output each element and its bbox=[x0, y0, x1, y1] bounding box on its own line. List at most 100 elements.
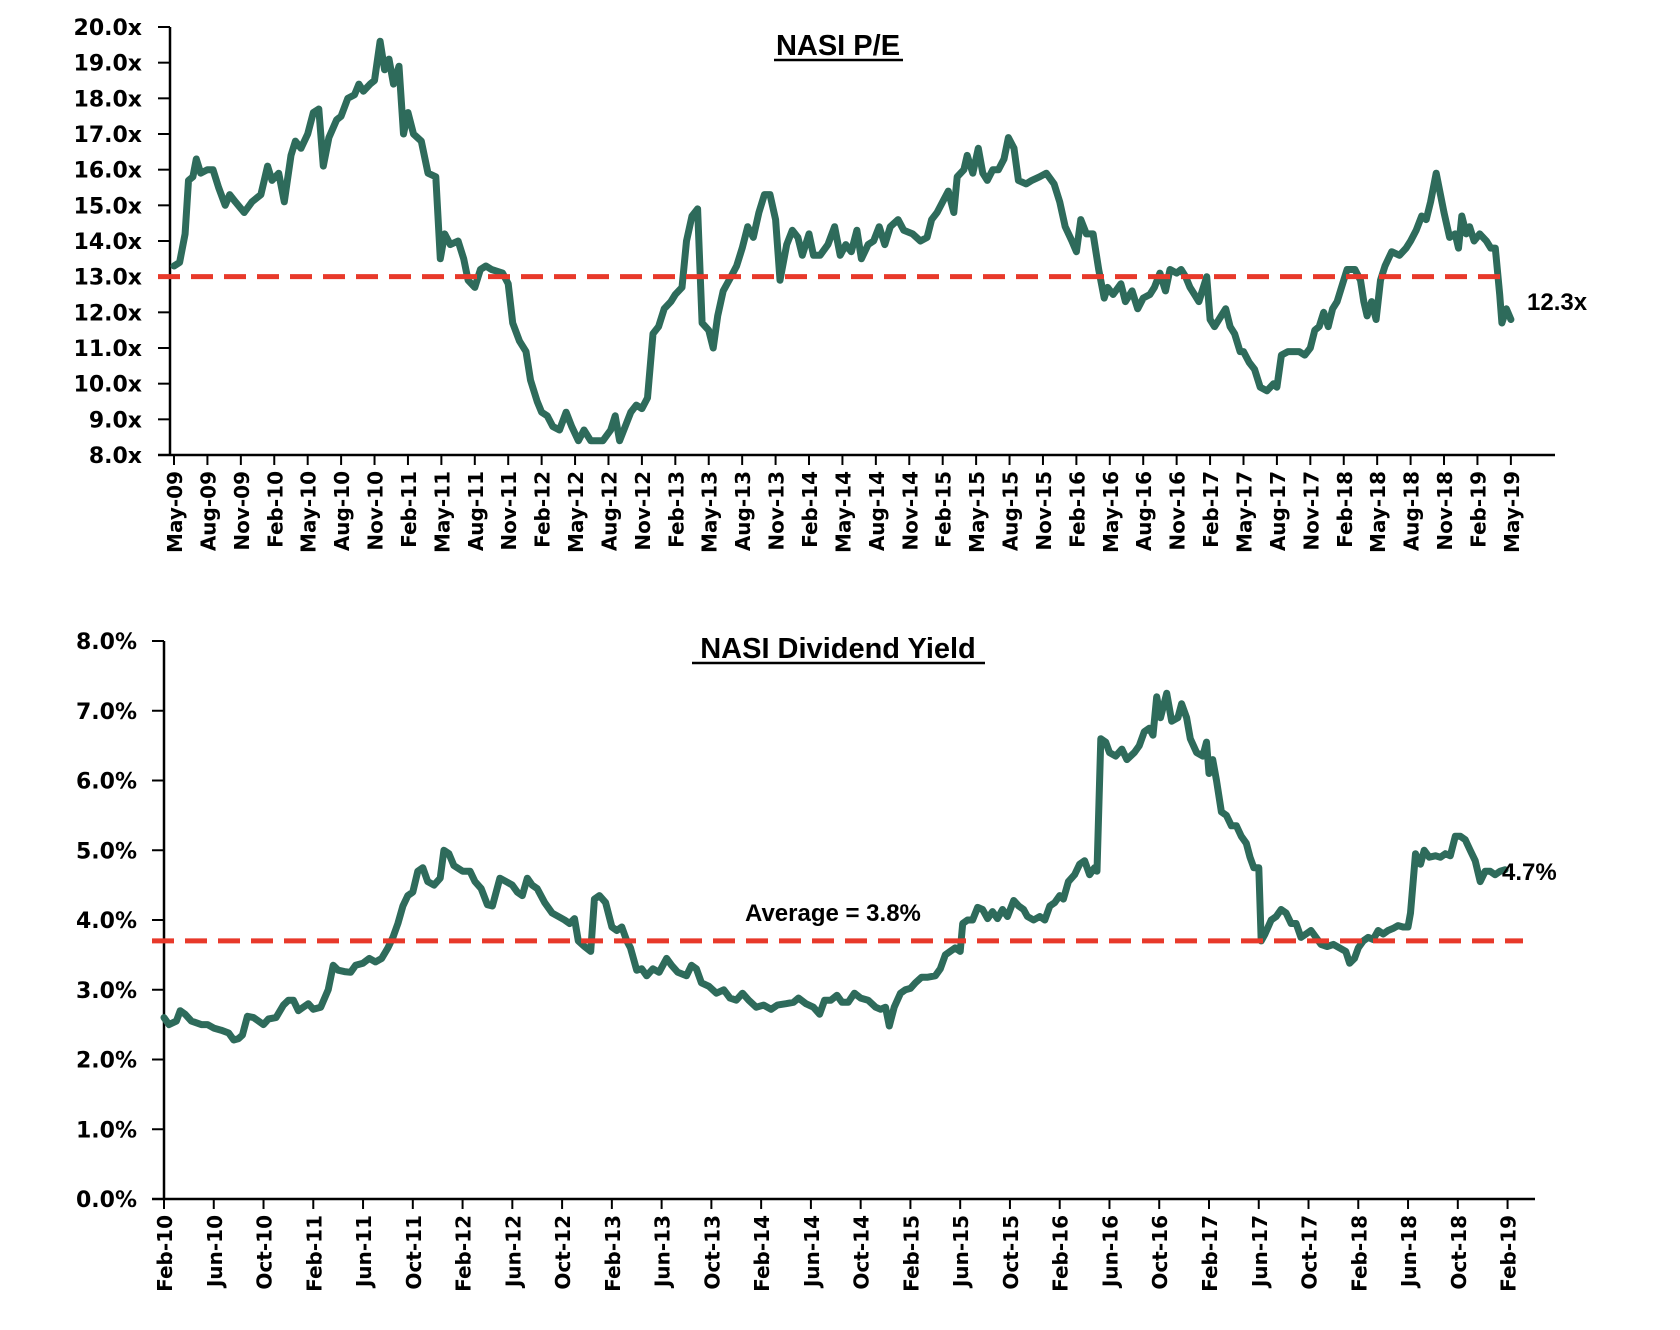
x-tick-label: Nov-12 bbox=[631, 471, 655, 551]
series-line bbox=[170, 37, 1515, 445]
x-tick-label: Feb-18 bbox=[1347, 1215, 1371, 1292]
x-tick-label: Jun-13 bbox=[651, 1215, 675, 1289]
x-tick-label: May-15 bbox=[965, 471, 989, 553]
x-tick-label: Nov-16 bbox=[1166, 471, 1190, 551]
y-tick-label: 17.0x bbox=[74, 123, 142, 148]
x-tick-label: Nov-18 bbox=[1433, 471, 1457, 551]
x-tick-label: Oct-13 bbox=[700, 1215, 724, 1290]
x-tick-label: Oct-16 bbox=[1148, 1215, 1172, 1290]
x-tick-label: Nov-17 bbox=[1299, 471, 1323, 551]
y-tick-label: 5.0% bbox=[76, 839, 137, 864]
x-tick-label: Nov-09 bbox=[230, 471, 254, 551]
x-tick-label: Aug-09 bbox=[196, 471, 220, 551]
x-tick-label: Jun-11 bbox=[352, 1215, 376, 1289]
x-tick-label: Feb-13 bbox=[601, 1215, 625, 1292]
y-tick-label: 8.0x bbox=[89, 444, 142, 469]
x-tick-label: May-09 bbox=[163, 471, 187, 553]
end-value-label: 4.7% bbox=[1502, 859, 1557, 886]
x-tick-label: Aug-18 bbox=[1400, 471, 1424, 551]
x-tick-label: Feb-12 bbox=[531, 471, 555, 548]
y-tick-label: 18.0x bbox=[74, 87, 142, 112]
x-tick-label: May-17 bbox=[1232, 471, 1256, 553]
end-value-label: 12.3x bbox=[1527, 289, 1588, 316]
x-tick-label: Aug-11 bbox=[464, 471, 488, 551]
average-label: Average = 3.8% bbox=[745, 900, 921, 927]
x-tick-label: Nov-11 bbox=[497, 471, 521, 551]
x-tick-label: Jun-18 bbox=[1397, 1215, 1421, 1289]
x-tick-label: Oct-11 bbox=[402, 1215, 426, 1290]
x-tick-label: Aug-10 bbox=[330, 471, 354, 551]
x-tick-label: Feb-11 bbox=[302, 1215, 326, 1292]
chart-title: NASI P/E bbox=[776, 30, 900, 62]
x-tick-label: May-13 bbox=[698, 471, 722, 553]
y-tick-label: 0.0% bbox=[76, 1188, 137, 1213]
x-tick-label: Feb-17 bbox=[1198, 1215, 1222, 1292]
y-tick-label: 2.0% bbox=[76, 1049, 137, 1074]
series-line bbox=[160, 689, 1509, 1044]
x-tick-label: May-10 bbox=[297, 471, 321, 553]
x-tick-label: Oct-18 bbox=[1447, 1215, 1471, 1290]
nasi-dividend-yield-chart: NASI Dividend Yield 0.0% 1.0% 2.0% 3.0% 4.0%… bbox=[76, 630, 1557, 1292]
x-tick-label: Jun-14 bbox=[800, 1215, 824, 1289]
y-tick-label: 9.0x bbox=[89, 408, 142, 433]
x-tick-label: Aug-12 bbox=[597, 471, 621, 551]
y-tick-label: 7.0% bbox=[76, 700, 137, 725]
x-tick-label: Feb-19 bbox=[1466, 471, 1490, 548]
x-tick-label: Feb-10 bbox=[263, 471, 287, 548]
x-tick-label: Nov-13 bbox=[765, 471, 789, 551]
y-tick-label: 19.0x bbox=[74, 52, 142, 77]
x-tick-label: May-12 bbox=[564, 471, 588, 553]
x-tick-label: Aug-13 bbox=[731, 471, 755, 551]
x-tick-label: Jun-17 bbox=[1248, 1215, 1272, 1289]
x-tick-label: Oct-10 bbox=[253, 1215, 277, 1290]
x-tick-label: Aug-16 bbox=[1132, 471, 1156, 551]
x-tick-label: May-18 bbox=[1366, 471, 1390, 553]
x-tick-label: Jun-12 bbox=[501, 1215, 525, 1289]
chart-title: NASI Dividend Yield bbox=[700, 633, 976, 665]
x-tick-label: Feb-15 bbox=[932, 471, 956, 548]
x-tick-label: Oct-12 bbox=[551, 1215, 575, 1290]
y-tick-label: 14.0x bbox=[74, 230, 142, 255]
x-tick-label: May-16 bbox=[1099, 471, 1123, 553]
y-tick-label: 3.0% bbox=[76, 979, 137, 1004]
x-tick-label: May-19 bbox=[1500, 471, 1524, 553]
x-tick-label: Feb-10 bbox=[153, 1215, 177, 1292]
x-tick-label: Feb-14 bbox=[750, 1215, 774, 1292]
x-tick-label: Nov-14 bbox=[898, 471, 922, 551]
x-tick-label: Aug-15 bbox=[999, 471, 1023, 551]
x-tick-label: Feb-16 bbox=[1049, 1215, 1073, 1292]
x-tick-label: Jun-10 bbox=[203, 1215, 227, 1289]
y-tick-label: 20.0x bbox=[74, 16, 142, 41]
y-tick-label: 16.0x bbox=[74, 159, 142, 184]
y-tick-label: 4.0% bbox=[76, 909, 137, 934]
x-tick-label: Aug-17 bbox=[1266, 471, 1290, 551]
y-tick-label: 13.0x bbox=[74, 266, 142, 291]
x-tick-label: Feb-18 bbox=[1333, 471, 1357, 548]
x-tick-label: Oct-14 bbox=[850, 1215, 874, 1290]
y-tick-label: 1.0% bbox=[76, 1118, 137, 1143]
y-tick-label: 12.0x bbox=[74, 301, 142, 326]
x-tick-label: Feb-13 bbox=[664, 471, 688, 548]
x-tick-label: Feb-14 bbox=[798, 471, 822, 548]
x-tick-label: Nov-15 bbox=[1032, 471, 1056, 551]
x-tick-label: Oct-15 bbox=[999, 1215, 1023, 1290]
x-tick-label: Feb-17 bbox=[1199, 471, 1223, 548]
y-tick-label: 15.0x bbox=[74, 194, 142, 219]
x-tick-label: Feb-12 bbox=[452, 1215, 476, 1292]
y-tick-label: 10.0x bbox=[74, 373, 142, 398]
x-tick-label: Feb-11 bbox=[397, 471, 421, 548]
y-tick-label: 8.0% bbox=[76, 630, 137, 655]
nasi-pe-chart: NASI P/E 8.0x 9.0x 10.0x 11.0x 12.0x 13.0x 14.… bbox=[74, 16, 1588, 553]
x-tick-label: Jun-15 bbox=[949, 1215, 973, 1289]
x-tick-label: Jun-16 bbox=[1098, 1215, 1122, 1289]
x-tick-label: Oct-17 bbox=[1298, 1215, 1322, 1290]
x-tick-label: Feb-19 bbox=[1497, 1215, 1521, 1292]
x-tick-label: Feb-16 bbox=[1065, 471, 1089, 548]
x-tick-label: May-14 bbox=[831, 471, 855, 553]
x-tick-label: Feb-15 bbox=[899, 1215, 923, 1292]
x-tick-label: Nov-10 bbox=[364, 471, 388, 551]
x-tick-label: Aug-14 bbox=[865, 471, 889, 551]
y-tick-label: 6.0% bbox=[76, 770, 137, 795]
x-tick-label: May-11 bbox=[430, 471, 454, 553]
